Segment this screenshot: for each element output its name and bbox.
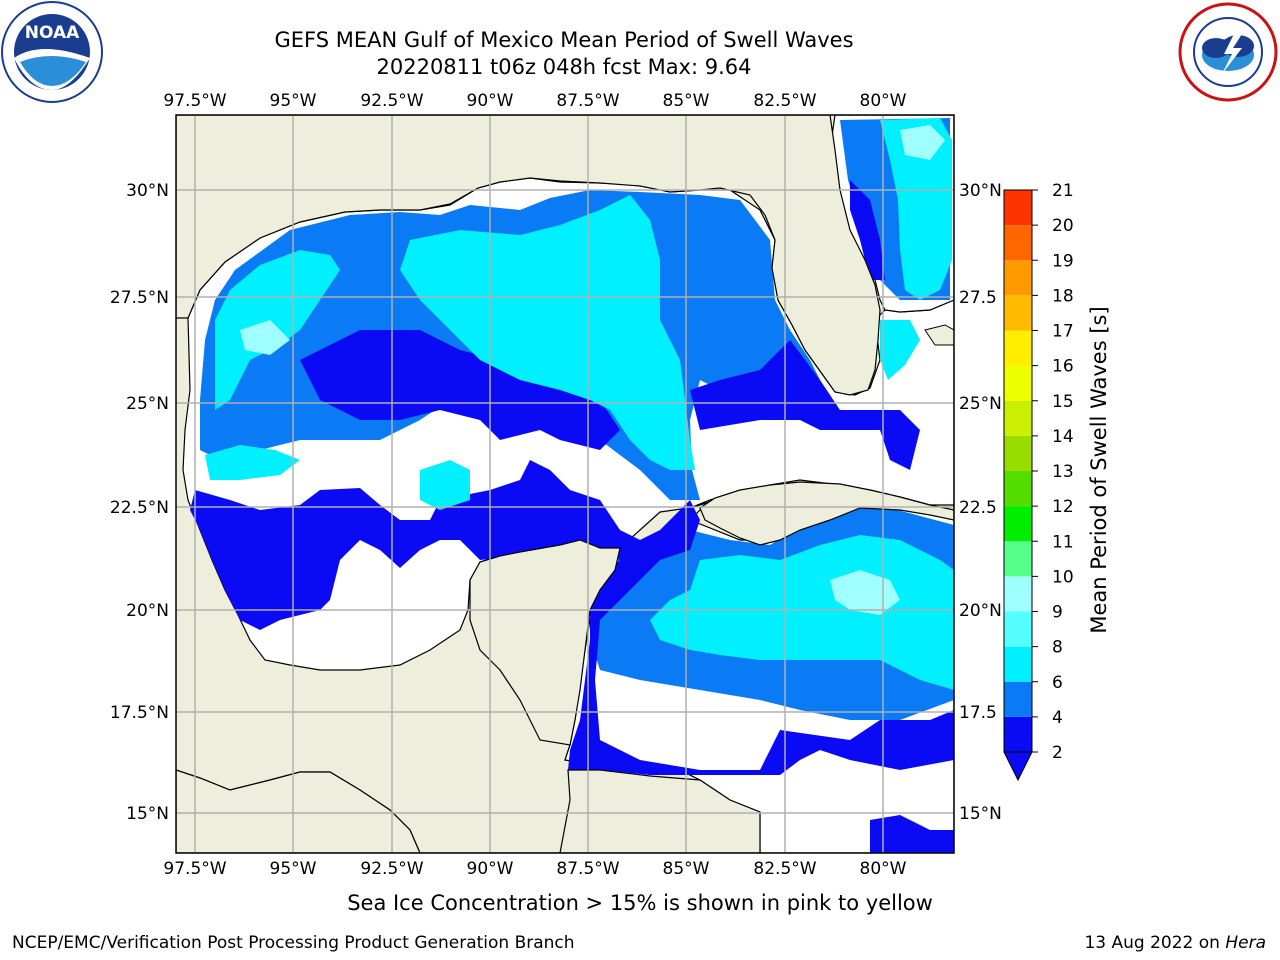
lon-ticks-bottom: 97.5°W 95°W 92.5°W 90°W 87.5°W 85°W 82.5… (163, 859, 906, 879)
colorbar-extend-min (1003, 751, 1033, 782)
lat-tick-right: 15°N (959, 804, 1002, 824)
lon-tick-top: 87.5°W (556, 91, 619, 111)
sea-ice-note: Sea Ice Concentration > 15% is shown in … (347, 891, 933, 915)
lon-tick-top: 90°W (467, 91, 514, 111)
lon-tick-bottom: 95°W (270, 859, 317, 879)
lon-ticks-top: 97.5°W 95°W 92.5°W 90°W 87.5°W 85°W 82.5… (163, 91, 906, 111)
colorbar-box (1004, 611, 1032, 647)
colorbar-tick-label: 6 (1052, 673, 1063, 693)
lon-tick-top: 95°W (270, 91, 317, 111)
colorbar-box (1004, 576, 1032, 612)
colorbar-tick-label: 18 (1052, 286, 1074, 306)
colorbar-box (1004, 716, 1032, 752)
colorbar-box (1004, 681, 1032, 717)
lon-tick-top: 82.5°W (753, 91, 816, 111)
colorbar-box (1004, 330, 1032, 366)
colorbar-box (1004, 435, 1032, 471)
colorbar-tick-label: 9 (1052, 603, 1063, 623)
colorbar-tick-label: 8 (1052, 638, 1063, 658)
colorbar-box (1004, 506, 1032, 542)
lat-tick-right: 27.5 (959, 288, 997, 308)
lon-tick-bottom: 90°W (467, 859, 514, 879)
credit-line: NCEP/EMC/Verification Post Processing Pr… (12, 933, 575, 953)
colorbar-tick-label: 12 (1052, 497, 1074, 517)
colorbar-tick-label: 20 (1052, 216, 1074, 236)
lon-tick-bottom: 92.5°W (360, 859, 423, 879)
noaa-logo-text: NOAA (25, 23, 80, 43)
lat-tick-left: 27.5°N (110, 288, 169, 308)
lon-tick-top: 80°W (860, 91, 907, 111)
colorbar-tick-label: 16 (1052, 357, 1074, 377)
machine-name: Hera (1225, 933, 1266, 953)
lat-tick-right: 17.5 (959, 703, 997, 723)
colorbar-box (1004, 225, 1032, 261)
lat-tick-left: 20°N (126, 601, 169, 621)
colorbar-tick-label: 4 (1052, 708, 1063, 728)
lat-tick-left: 15°N (126, 804, 169, 824)
map-title: GEFS MEAN Gulf of Mexico Mean Period of … (274, 28, 854, 52)
noaa-logo: NOAA (0, 0, 104, 104)
colorbar-ticks: 2 4 6 8 9 10 11 12 13 14 15 16 17 18 19 20 21 (1032, 181, 1074, 763)
lon-tick-bottom: 80°W (860, 859, 907, 879)
colorbar-box (1004, 646, 1032, 682)
date-line: 13 Aug 2022 on Hera (1084, 933, 1266, 953)
colorbar-tick-label: 11 (1052, 532, 1074, 552)
colorbar-box (1004, 541, 1032, 577)
colorbar-box (1004, 260, 1032, 296)
lon-tick-bottom: 82.5°W (753, 859, 816, 879)
lon-tick-bottom: 85°W (663, 859, 710, 879)
swell-band-8-9 (240, 125, 945, 615)
colorbar-box (1004, 295, 1032, 331)
lat-tick-left: 30°N (126, 181, 169, 201)
lon-tick-top: 92.5°W (360, 91, 423, 111)
lon-tick-bottom: 87.5°W (556, 859, 619, 879)
lat-ticks-right: 30°N 27.5 25°N 22.5 20°N 17.5 15°N (959, 181, 1002, 824)
colorbar-label: Mean Period of Swell Waves [s] (1087, 306, 1111, 633)
date-text: 13 Aug 2022 on (1084, 933, 1226, 953)
lat-tick-right: 22.5 (959, 498, 997, 518)
lat-ticks-left: 30°N 27.5°N 25°N 22.5°N 20°N 17.5°N 15°N (110, 181, 169, 824)
colorbar-tick-label: 13 (1052, 462, 1074, 482)
colorbar-box (1004, 471, 1032, 507)
swell-band-6-8 (205, 118, 954, 690)
nws-logo (1176, 0, 1280, 104)
lat-tick-right: 25°N (959, 394, 1002, 414)
lon-tick-bottom: 97.5°W (163, 859, 226, 879)
lat-tick-left: 25°N (126, 394, 169, 414)
lat-tick-left: 22.5°N (110, 498, 169, 518)
colorbar-tick-label: 2 (1052, 743, 1063, 763)
lon-tick-top: 97.5°W (163, 91, 226, 111)
lon-tick-top: 85°W (663, 91, 710, 111)
colorbar-tick-label: 21 (1052, 181, 1074, 201)
colorbar-box (1004, 190, 1032, 226)
lat-tick-left: 17.5°N (110, 703, 169, 723)
lat-tick-right: 20°N (959, 601, 1002, 621)
bahamas-land (924, 324, 954, 346)
colorbar-tick-label: 15 (1052, 392, 1074, 412)
colorbar-tick-label: 17 (1052, 322, 1074, 342)
central-america-land (176, 769, 761, 853)
map-subtitle: 20220811 t06z 048h fcst Max: 9.64 (376, 55, 752, 79)
colorbar-box (1004, 365, 1032, 401)
colorbar-tick-label: 14 (1052, 427, 1074, 447)
lat-tick-right: 30°N (959, 181, 1002, 201)
map-frame (175, 114, 955, 854)
colorbar-tick-label: 10 (1052, 567, 1074, 587)
graticule (176, 115, 954, 853)
colorbar-boxes (1003, 189, 1033, 753)
colorbar-box (1004, 400, 1032, 436)
colorbar-tick-label: 19 (1052, 251, 1074, 271)
